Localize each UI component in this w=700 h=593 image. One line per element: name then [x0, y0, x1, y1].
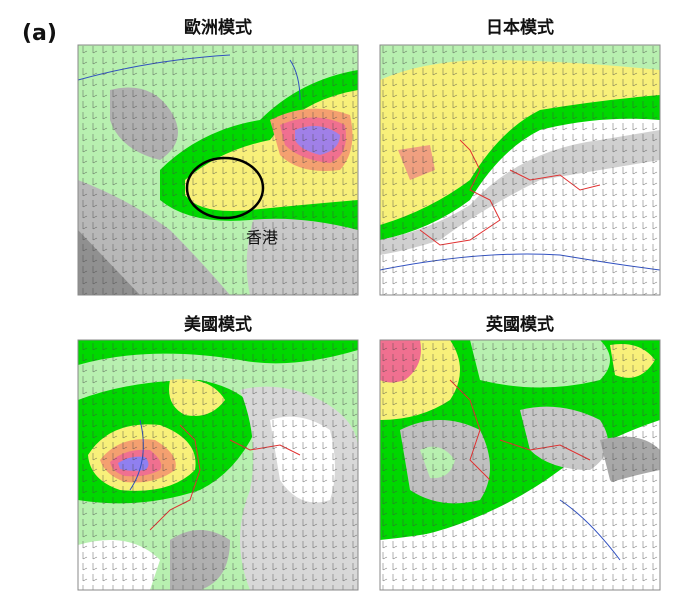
map-panel: [380, 340, 660, 590]
map-panel: [380, 45, 660, 295]
panel-border: [77, 339, 359, 591]
panel-border: [379, 44, 661, 296]
map-panel: 香港: [78, 45, 358, 295]
panel-title: 美國模式: [184, 314, 252, 335]
map-shape: [78, 340, 358, 590]
panel-title: 歐洲模式: [184, 17, 252, 38]
map-shape: [380, 45, 660, 295]
panel-border: [379, 339, 661, 591]
map-panel: [78, 340, 358, 590]
map-shape: [185, 156, 265, 220]
annotation: 香港: [246, 228, 278, 247]
panel-title: 英國模式: [486, 314, 554, 335]
panel-title: 日本模式: [486, 17, 554, 38]
panel-border: [77, 44, 359, 296]
map-shape: [78, 45, 358, 295]
panel-label: (a): [22, 21, 57, 46]
map-shape: [380, 340, 660, 590]
